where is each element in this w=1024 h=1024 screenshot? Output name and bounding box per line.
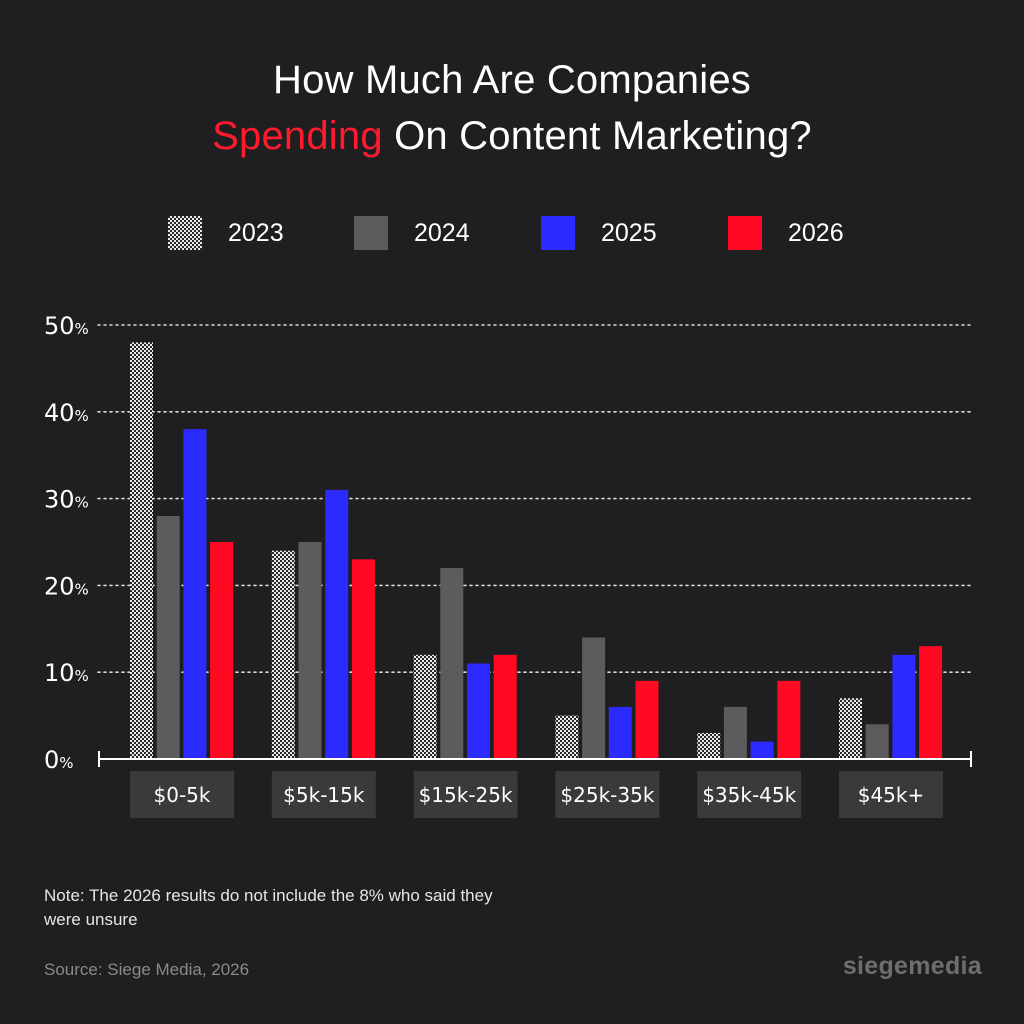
bar-2025 (892, 654, 916, 759)
y-tick-label: 50% (44, 312, 89, 340)
category-label: $15k-25k (419, 783, 513, 807)
category-label: $0-5k (154, 783, 211, 807)
y-tick-unit: % (75, 494, 89, 512)
category-label-box (130, 771, 234, 818)
legend-label-2025: 2025 (601, 219, 657, 247)
bar-2023 (130, 342, 153, 759)
bar-2025 (183, 429, 207, 759)
title-line-2-rest: On Content Marketing? (382, 114, 812, 158)
bar-2026 (351, 559, 375, 759)
y-tick-value: 50 (44, 312, 75, 340)
y-tick-value: 20 (44, 572, 75, 600)
bar-2025 (325, 489, 349, 759)
bar-2024 (723, 706, 747, 759)
y-tick-label: 40% (44, 399, 89, 427)
bar-2023 (697, 732, 721, 759)
title-line-2: Spending On Content Marketing? (0, 108, 1024, 164)
legend-label-2023: 2023 (228, 219, 284, 247)
bar-2026 (493, 654, 517, 759)
brand-logo: siegemedia (842, 952, 982, 980)
y-tick-value: 30 (44, 486, 75, 514)
bar-2023 (413, 654, 437, 759)
category-label: $5k-15k (283, 783, 365, 807)
bar-2026 (777, 680, 801, 759)
chart-title: How Much Are Companies Spending On Conte… (0, 52, 1024, 164)
legend-label-2026: 2026 (788, 219, 844, 247)
category-label-box (413, 771, 518, 818)
y-tick-unit: % (75, 407, 89, 425)
legend-label-2024: 2024 (414, 219, 470, 247)
bar-2024 (582, 637, 606, 759)
y-tick-value: 40 (44, 399, 75, 427)
legend-swatch-2025 (541, 216, 575, 250)
legend-swatch-2026 (728, 216, 762, 250)
legend-swatch-2024 (354, 216, 388, 250)
y-tick-label: 20% (44, 572, 89, 600)
bar-2025 (608, 706, 632, 759)
bar-2023 (555, 715, 579, 759)
category-label-box (697, 771, 802, 818)
title-line-1: How Much Are Companies (273, 58, 751, 102)
bar-2026 (635, 680, 659, 759)
y-tick-label: 10% (44, 659, 89, 687)
bar-2024 (156, 515, 180, 759)
bar-2026 (210, 542, 234, 759)
y-axis-ticks: 0%10%20%30%40%50% (44, 312, 89, 774)
y-tick-label: 30% (44, 486, 89, 514)
bar-2024 (865, 724, 889, 759)
y-tick-unit: % (75, 580, 89, 598)
chart-note: Note: The 2026 results do not include th… (44, 886, 493, 929)
bar-2026 (919, 646, 943, 759)
category-label: $35k-45k (702, 783, 796, 807)
source-credit: Source: Siege Media, 2026 (44, 960, 250, 979)
legend-swatch-2023 (168, 216, 202, 250)
y-tick-unit: % (75, 667, 89, 685)
x-axis (98, 751, 972, 767)
bar-2024 (298, 542, 322, 759)
category-label-box (555, 771, 660, 818)
category-labels: $0-5k $5k-15k $15k-25k $25k-35k $35k-45k $45k… (130, 771, 943, 818)
y-tick-label: 0% (44, 746, 74, 774)
y-tick-unit: % (59, 754, 73, 772)
category-label: $25k-35k (560, 783, 654, 807)
bar-2023 (839, 698, 862, 759)
y-tick-value: 10 (44, 659, 75, 687)
bar-2025 (467, 663, 490, 759)
y-tick-unit: % (75, 320, 89, 338)
gridlines (97, 324, 973, 674)
bar-2024 (440, 568, 464, 759)
bar-2025 (750, 741, 774, 759)
title-accent-word: Spending (212, 114, 383, 158)
y-tick-value: 0 (44, 746, 59, 774)
bar-2023 (271, 550, 295, 759)
category-label: $45k+ (858, 783, 925, 807)
legend: 2023 2024 2025 2026 (0, 214, 1024, 254)
bars (130, 342, 943, 759)
category-label-box (839, 771, 943, 818)
category-label-box (271, 771, 376, 818)
